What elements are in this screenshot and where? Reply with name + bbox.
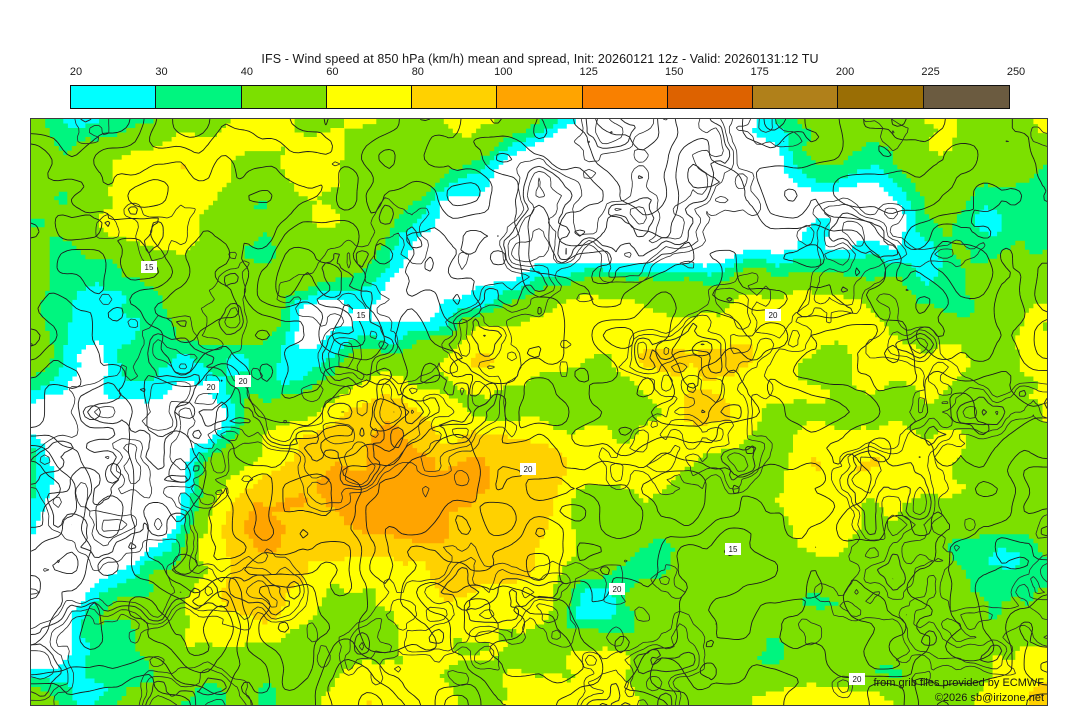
- colorbar-segment-100-125: [497, 86, 582, 108]
- colorbar-tick-20: 20: [70, 66, 82, 78]
- svg-text:20: 20: [239, 377, 248, 386]
- colorbar-tick-250: 250: [1007, 66, 1025, 78]
- colorbar-tick-labels: 20 30 40 60 80 100 125 150 175 200 225 250: [70, 66, 1010, 84]
- svg-text:20: 20: [613, 585, 622, 594]
- colorbar-tick-40: 40: [241, 66, 253, 78]
- colorbar-tick-30: 30: [155, 66, 167, 78]
- colorbar-gradient: [70, 85, 1010, 109]
- colorbar-tick-225: 225: [921, 66, 939, 78]
- svg-text:15: 15: [357, 311, 366, 320]
- svg-text:20: 20: [207, 383, 216, 392]
- colorbar-tick-100: 100: [494, 66, 512, 78]
- colorbar-segment-125-150: [583, 86, 668, 108]
- colorbar-segment-200-225: [838, 86, 923, 108]
- contour-label: 20: [520, 463, 536, 475]
- colorbar-tick-200: 200: [836, 66, 854, 78]
- colorbar-segment-60-80: [327, 86, 412, 108]
- svg-text:15: 15: [729, 545, 738, 554]
- colorbar-tick-175: 175: [750, 66, 768, 78]
- colorbar-tick-80: 80: [412, 66, 424, 78]
- map-panel[interactable]: 1520201520201520201520: [30, 118, 1048, 706]
- colorbar-tick-150: 150: [665, 66, 683, 78]
- colorbar-segment-150-175: [668, 86, 753, 108]
- colorbar-tick-60: 60: [326, 66, 338, 78]
- colorbar-segment-20-30: [71, 86, 156, 108]
- colorbar-segment-225-250: [924, 86, 1009, 108]
- contour-label: 15: [725, 543, 741, 555]
- colorbar-segment-175-200: [753, 86, 838, 108]
- contour-label: 20: [203, 381, 219, 393]
- svg-text:20: 20: [853, 675, 862, 684]
- contour-label: 15: [141, 261, 157, 273]
- contour-label: 20: [609, 583, 625, 595]
- contour-label: 20: [849, 673, 865, 685]
- contour-label: 15: [353, 309, 369, 321]
- colorbar-tick-125: 125: [580, 66, 598, 78]
- colorbar-segment-80-100: [412, 86, 497, 108]
- map-canvas: 1520201520201520201520: [31, 119, 1047, 705]
- colorbar-legend: 20 30 40 60 80 100 125 150 175 200 225 250: [70, 66, 1010, 110]
- page-title: IFS - Wind speed at 850 hPa (km/h) mean …: [0, 52, 1080, 66]
- svg-text:20: 20: [524, 465, 533, 474]
- colorbar-segment-30-40: [156, 86, 241, 108]
- svg-text:15: 15: [145, 263, 154, 272]
- svg-text:20: 20: [769, 311, 778, 320]
- contour-label: 20: [765, 309, 781, 321]
- colorbar-segment-40-60: [242, 86, 327, 108]
- contour-label: 20: [235, 375, 251, 387]
